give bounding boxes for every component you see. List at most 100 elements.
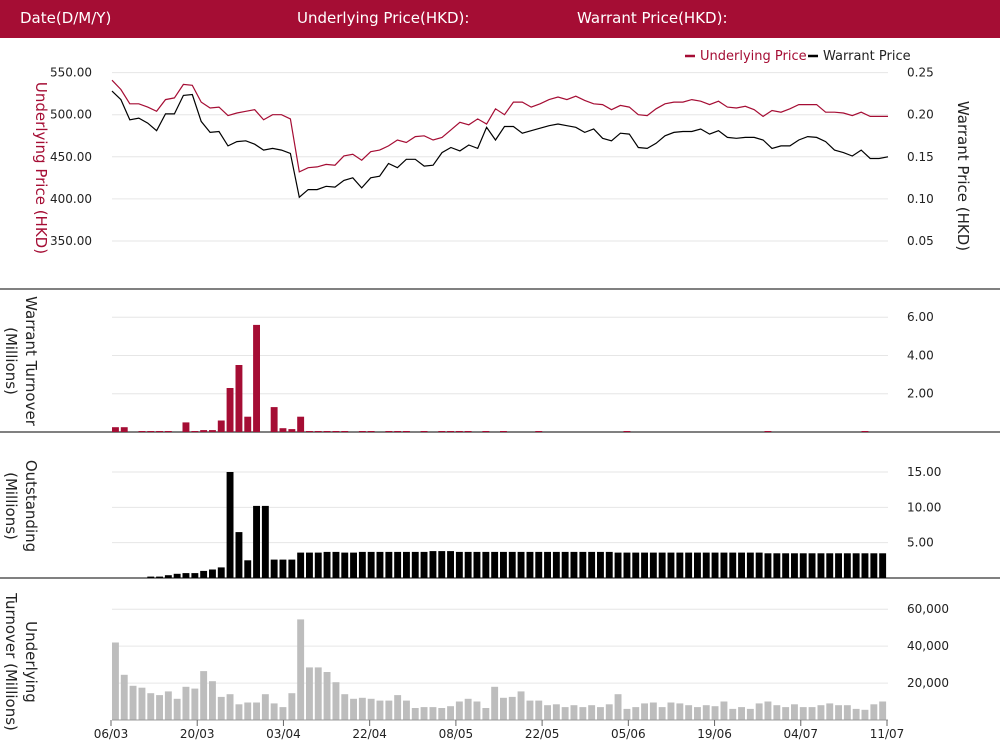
underlying-turnover-bar: [544, 705, 551, 720]
outstanding-bar: [279, 559, 287, 578]
underlying-turnover-bar: [702, 705, 710, 720]
underlying-turnover-bar: [755, 703, 763, 720]
outstanding-bar: [755, 552, 763, 578]
outstanding-bar: [570, 551, 578, 578]
warrant-turnover-bar: [226, 388, 234, 432]
underlying-turnover-bar: [870, 704, 878, 720]
underlying-turnover-bar: [632, 707, 640, 720]
outstanding-bar: [191, 573, 199, 578]
outstanding-bar: [588, 551, 596, 578]
left-axis-title: Underlying Price (HKD): [32, 82, 50, 254]
underlying-turnover-tick-label: 60,000: [907, 602, 949, 616]
warrant-turnover-bar: [420, 431, 428, 432]
x-tick-label: 03/04: [266, 727, 301, 741]
underlying-turnover-bar: [438, 708, 446, 720]
underlying-turnover-bar: [394, 695, 402, 720]
left-tick-label: 400.00: [50, 192, 92, 206]
underlying-turnover-bar: [235, 704, 243, 720]
outstanding-bar: [799, 553, 807, 578]
underlying-turnover-bar: [411, 708, 419, 720]
outstanding-bar: [879, 553, 887, 578]
underlying-turnover-bar: [341, 694, 349, 720]
underlying-price-line: [111, 79, 888, 173]
outstanding-bar: [676, 552, 684, 578]
underlying-turnover-bar: [746, 708, 754, 720]
warrant-turnover-bar: [182, 422, 190, 432]
warrant-turnover-bar: [209, 430, 216, 432]
outstanding-bar: [835, 553, 842, 578]
outstanding-bar: [623, 552, 631, 578]
underlying-turnover-bar: [217, 696, 225, 720]
warrant-turnover-bar: [535, 431, 543, 432]
outstanding-bar: [738, 552, 745, 578]
outstanding-bar: [447, 551, 454, 578]
warrant-turnover-bar: [156, 431, 163, 432]
right-tick-label: 0.25: [907, 66, 934, 80]
warrant-turnover-bar: [253, 324, 260, 432]
warrant-turnover-bar: [623, 431, 631, 432]
outstanding-bar: [164, 575, 172, 578]
underlying-turnover-bar: [288, 693, 296, 720]
underlying-turnover-bar: [261, 694, 269, 720]
left-tick-label: 500.00: [50, 108, 92, 122]
warrant-price-line: [111, 90, 889, 199]
underlying-turnover-bar: [455, 701, 463, 720]
outstanding-bar: [200, 570, 208, 578]
outstanding-bar: [826, 553, 834, 578]
underlying-turnover-bar: [385, 700, 393, 720]
underlying-turnover-bar: [156, 695, 163, 720]
warrant-turnover-tick-label: 6.00: [907, 310, 934, 324]
warrant-turnover-bar: [314, 431, 322, 432]
underlying-turnover-axis-title: Underlying: [22, 621, 40, 703]
underlying-turnover-bar: [535, 700, 543, 720]
underlying-turnover-bar: [685, 705, 693, 720]
underlying-turnover-bar: [447, 706, 454, 720]
warrant-turnover-bar: [385, 431, 393, 432]
underlying-turnover-bar: [129, 685, 137, 720]
underlying-turnover-bar: [270, 703, 278, 720]
underlying-turnover-bar: [500, 697, 507, 720]
underlying-turnover-bar: [720, 701, 728, 720]
outstanding-bar: [508, 551, 516, 578]
warrant-turnover-bar: [455, 431, 463, 432]
warrant-turnover-tick-label: 2.00: [907, 387, 934, 401]
legend-underlying-price: Underlying Price: [700, 49, 807, 64]
header-bar: Date(D/M/Y) Underlying Price(HKD): Warra…: [0, 0, 1000, 38]
outstanding-bar: [270, 559, 278, 578]
underlying-turnover-bar: [835, 705, 842, 720]
outstanding-axis-title: (Millions): [2, 472, 20, 540]
underlying-turnover-bar: [138, 687, 146, 720]
warrant-turnover-bar: [138, 431, 146, 432]
underlying-turnover-bar: [694, 707, 701, 720]
underlying-turnover-axis-title: Turnover (Millions): [2, 592, 20, 731]
underlying-turnover-bar: [306, 667, 313, 720]
underlying-price-label: Underlying Price(HKD):: [297, 9, 470, 27]
outstanding-bar: [332, 551, 340, 578]
outstanding-bar: [702, 552, 710, 578]
underlying-turnover-bar: [367, 698, 375, 720]
x-tick-label: 08/05: [439, 727, 474, 741]
underlying-turnover-bar: [464, 698, 472, 720]
warrant-price-label: Warrant Price(HKD):: [577, 9, 728, 27]
underlying-turnover-bar: [764, 701, 772, 720]
outstanding-bar: [358, 551, 366, 578]
underlying-turnover-bar: [491, 686, 499, 720]
underlying-turnover-bar: [120, 674, 128, 720]
underlying-turnover-bar: [173, 698, 181, 720]
warrant-turnover-bar: [244, 416, 252, 432]
underlying-turnover-bar: [667, 702, 675, 720]
legend-warrant-price: Warrant Price: [823, 49, 911, 64]
left-tick-label: 550.00: [50, 66, 92, 80]
underlying-turnover-bar: [403, 700, 410, 720]
outstanding-bar: [649, 552, 657, 578]
underlying-turnover-bar: [508, 696, 516, 720]
outstanding-bar: [782, 553, 790, 578]
underlying-turnover-bar: [226, 694, 234, 720]
outstanding-bar: [288, 559, 296, 578]
underlying-turnover-bar: [253, 702, 260, 720]
underlying-turnover-bar: [420, 707, 428, 720]
underlying-turnover-tick-label: 40,000: [907, 639, 949, 653]
underlying-turnover-bar: [861, 709, 869, 720]
underlying-turnover-bar: [738, 707, 745, 720]
